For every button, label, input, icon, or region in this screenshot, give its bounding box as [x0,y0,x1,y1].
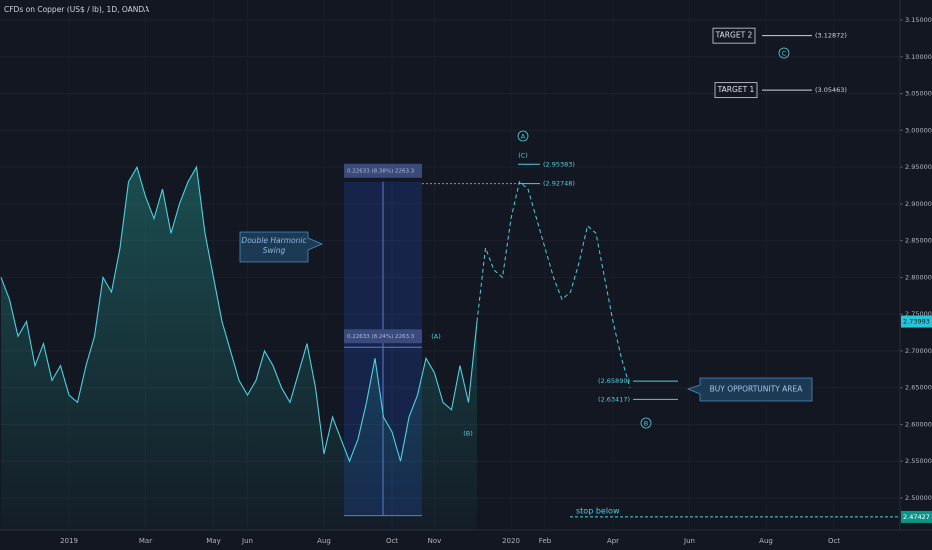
y-tick-label: 2.95000 [905,163,932,171]
chart-title: CFDs on Copper (US$ / lb), 1D, OANDA [4,5,150,14]
y-tick-label: 3.00000 [905,126,932,134]
callout-text: Double Harmonic [241,236,307,245]
price-axis [900,0,932,550]
x-tick-label: Jun [241,537,253,545]
y-tick-label: 2.55000 [905,457,932,465]
callout-box [239,231,324,263]
wave-label: B [644,420,648,428]
level-label: (2.65890) [598,377,630,385]
callout-box [686,377,813,402]
measure-label-box [344,163,422,178]
level-label: (3.05463) [815,86,847,94]
callout-text: Swing [263,246,286,255]
y-tick-label: 3.15000 [905,16,932,24]
measure-label: 0.22633 (8.38%) 2263.3 [347,168,415,174]
level-label: (2.92748) [543,180,575,188]
x-tick-label: Feb [539,537,552,545]
x-tick-label: 2019 [60,537,78,545]
line [476,180,631,388]
wave-label: (A) [431,333,441,341]
x-tick-label: Nov [428,537,442,545]
y-tick-label: 3.10000 [905,53,932,61]
price-tag [901,510,932,523]
level-label: (2.63417) [598,395,630,403]
y-tick-label: 2.75000 [905,310,932,318]
y-tick-label: 2.80000 [905,273,932,281]
wave-label: A [521,133,526,141]
x-tick-label: Jun [683,537,695,545]
x-tick-label: Mar [139,537,152,545]
wave-label: (B) [463,430,473,438]
wave-circle [778,47,790,59]
target-box [714,82,758,99]
callout-text: BUY OPPORTUNITY AREA [710,385,804,394]
x-tick-label: Oct [828,537,840,545]
wave-label: C [782,50,787,58]
price-tag-label: 2.73993 [903,318,930,326]
y-tick-label: 2.90000 [905,200,932,208]
x-tick-label: Aug [317,537,331,545]
level-label: (3.12872) [815,32,847,40]
price-tag [901,315,932,328]
level-label: (2.95383) [543,160,575,168]
measure-label: 0.22633 (8.24%) 2263.3 [347,334,415,340]
price-tag-label: 2.47427 [903,513,930,521]
x-tick-label: May [206,537,220,545]
x-tick-label: Oct [386,537,398,545]
wave-label: (C) [518,152,528,160]
target-box [712,27,756,44]
y-tick-label: 2.85000 [905,237,932,245]
target-label: TARGET 1 [717,85,755,94]
x-tick-label: Aug [759,537,773,545]
y-tick-label: 2.50000 [905,494,932,502]
stop-text: stop below [576,506,620,515]
y-tick-label: 2.70000 [905,347,932,355]
y-tick-label: 3.05000 [905,90,932,98]
measure-label-box [344,329,422,344]
wave-circle [517,130,529,142]
line [0,165,478,463]
y-tick-label: 2.65000 [905,384,932,392]
wave-circle [640,417,652,429]
target-label: TARGET 2 [715,31,753,40]
x-tick-label: Apr [607,537,619,545]
x-tick-label: 2020 [502,537,520,545]
y-tick-label: 2.60000 [905,420,932,428]
